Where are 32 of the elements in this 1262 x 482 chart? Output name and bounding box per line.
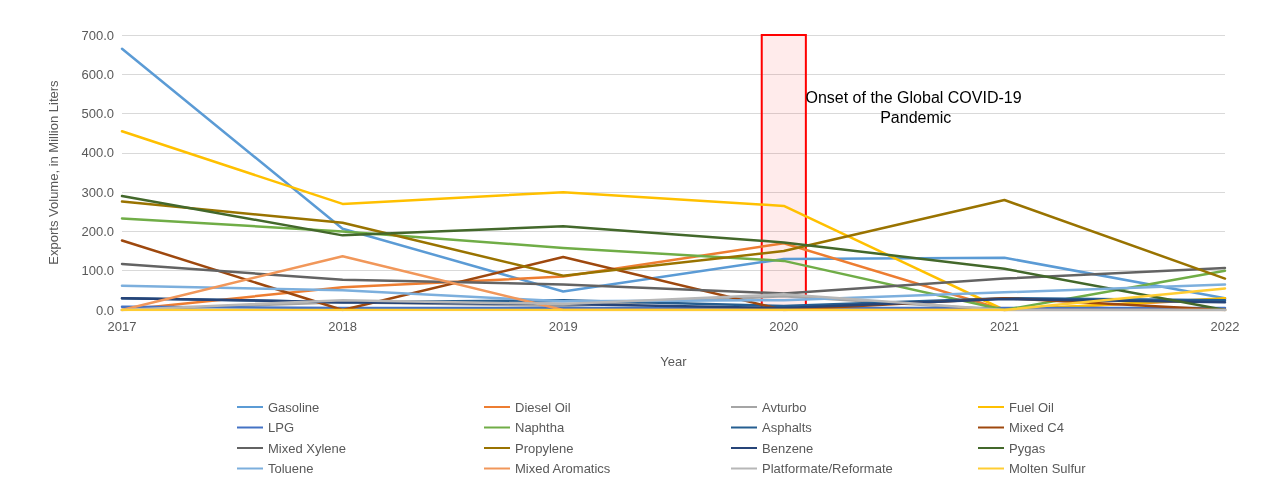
y-tick-label: 400.0	[81, 145, 114, 161]
y-tick-label: 300.0	[81, 184, 114, 200]
legend-label: Diesel Oil	[515, 399, 571, 415]
legend-label: Mixed Aromatics	[515, 461, 611, 476]
legend-label: Platformate/Reformate	[762, 461, 893, 476]
legend-label: Pygas	[1009, 440, 1046, 456]
legend-label: Propylene	[515, 440, 574, 456]
x-tick-label: 2021	[989, 319, 1019, 334]
legend-label: Mixed C4	[1009, 420, 1064, 435]
legend-label: Toluene	[268, 461, 314, 476]
legend-label: Naphtha	[515, 420, 565, 435]
x-tick-label: 2020	[769, 319, 799, 334]
legend-label: Gasoline	[268, 399, 320, 415]
y-tick-label: 100.0	[81, 263, 114, 279]
legend-label: LPG	[268, 420, 295, 435]
y-tick-label: 600.0	[81, 66, 114, 82]
y-tick-label: 200.0	[81, 223, 114, 239]
y-tick-label: 700.0	[81, 27, 114, 43]
legend-label: Benzene	[762, 440, 814, 456]
x-tick-label: 2019	[548, 319, 578, 334]
legend-label: Asphalts	[762, 420, 813, 435]
legend-label: Avturbo	[762, 399, 807, 415]
legend-label: Molten Sulfur	[1009, 461, 1087, 476]
y-tick-label: 500.0	[81, 106, 114, 122]
legend-label: Fuel Oil	[1009, 399, 1054, 415]
x-tick-label: 2018	[328, 319, 358, 334]
x-tick-label: 2017	[107, 319, 137, 334]
y-axis-title: Exports Volume, in Million Liters	[46, 79, 61, 265]
x-axis-title: Year	[660, 354, 688, 369]
x-tick-label: 2022	[1210, 319, 1240, 334]
y-tick-label: 0.0	[95, 302, 114, 318]
legend-label: Mixed Xylene	[268, 440, 347, 456]
